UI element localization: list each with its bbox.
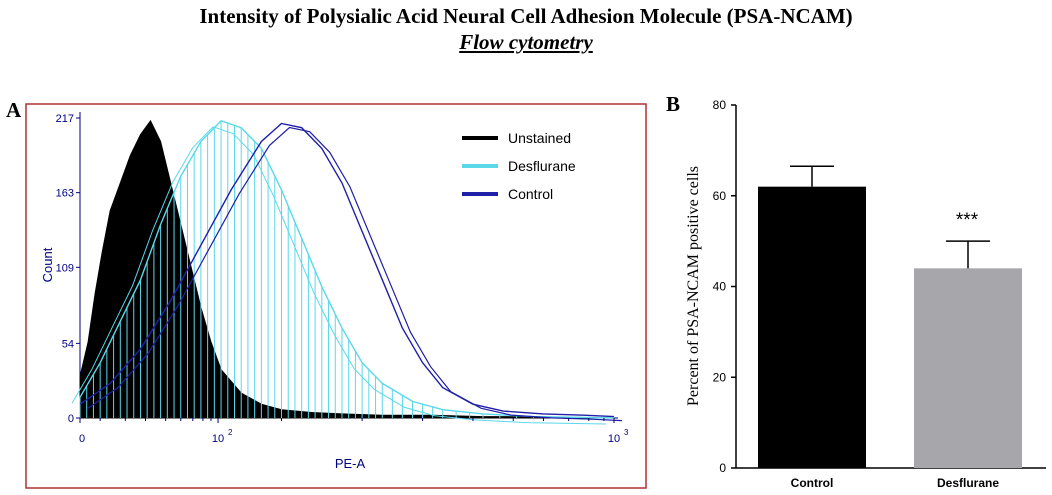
bar-y-tick-label: 20 — [713, 370, 727, 384]
bar-y-tick-label: 80 — [713, 98, 727, 112]
chart-subtitle: Flow cytometry — [459, 30, 593, 54]
bar-control — [758, 186, 866, 469]
y-tick-label: 54 — [62, 338, 74, 350]
histogram-y-label: Count — [40, 247, 55, 282]
x-tick-exponent: 2 — [228, 428, 233, 437]
bar-y-tick-label: 60 — [713, 189, 727, 203]
series-desflurane-line — [79, 119, 615, 419]
bar-category-label: Desflurane — [937, 476, 999, 490]
histogram-series-group — [71, 119, 623, 425]
x-tick-exponent: 3 — [624, 428, 629, 437]
bar-y-tick-label: 40 — [713, 280, 727, 294]
y-tick-label: 217 — [56, 113, 74, 125]
legend-label: Unstained — [508, 130, 571, 146]
bar-ticks-group: 0 20 40 60 80 — [713, 98, 736, 475]
bar-marks-group: Control Desflurane — [758, 165, 1022, 490]
y-tick-label: 109 — [56, 262, 74, 274]
histogram-legend: Unstained Desflurane Control — [462, 130, 576, 202]
bar-y-tick-label: 0 — [719, 461, 726, 475]
legend-label: Desflurane — [508, 158, 576, 174]
series-desflurane-line-2 — [71, 126, 607, 425]
x-tick-label: 10 — [212, 433, 224, 445]
legend-label: Control — [508, 186, 553, 202]
x-tick-label: 10 — [608, 433, 620, 445]
x-tick-label: 0 — [79, 433, 85, 445]
bar-annotation: *** — [956, 210, 979, 231]
y-tick-label: 0 — [68, 413, 74, 425]
panel-label-a: A — [6, 98, 22, 122]
panel-label-b: B — [666, 92, 681, 116]
series-control-line-2 — [87, 126, 623, 422]
y-tick-label: 163 — [56, 188, 74, 200]
histogram-ticks-group: 0 54 109 163 217 0 10 2 10 3 — [56, 113, 629, 445]
bar-desflurane — [914, 268, 1022, 468]
bar-category-label: Control — [791, 476, 834, 490]
chart-title: Intensity of Polysialic Acid Neural Cell… — [199, 4, 853, 28]
bar-y-label: Percent of PSA-NCAM positive cells — [685, 166, 702, 406]
histogram-x-label: PE-A — [335, 456, 366, 471]
series-control-line — [79, 122, 615, 418]
